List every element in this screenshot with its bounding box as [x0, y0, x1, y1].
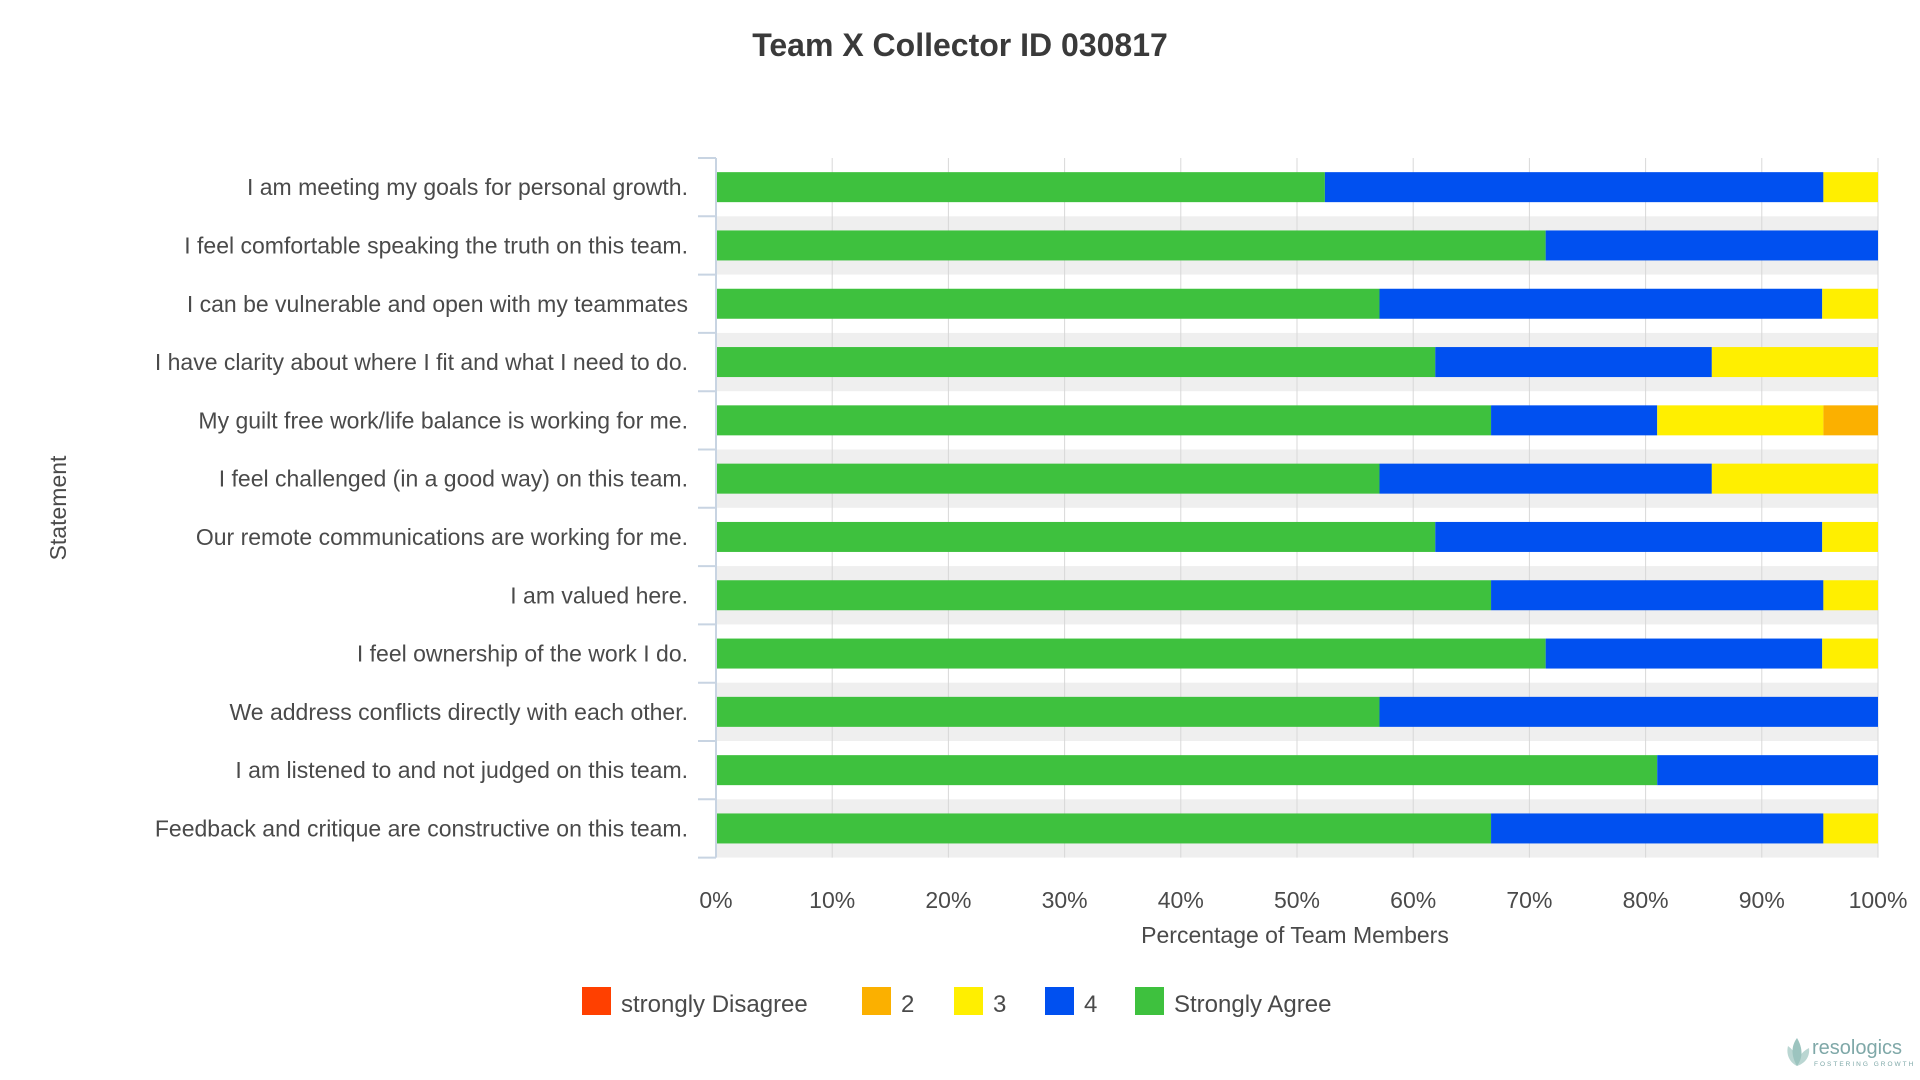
bar-segment-4	[1545, 230, 1878, 261]
bar-segment-strongly-agree	[716, 755, 1658, 786]
x-tick-label: 20%	[925, 887, 971, 913]
category-label: I can be vulnerable and open with my tea…	[187, 291, 688, 317]
category-label: Feedback and critique are constructive o…	[155, 815, 688, 841]
x-tick-label: 90%	[1739, 887, 1785, 913]
bar-segment-4	[1379, 463, 1712, 494]
bar-segment-2	[1823, 405, 1878, 436]
category-label: I am valued here.	[510, 582, 688, 608]
legend-label: 4	[1084, 991, 1097, 1018]
logo-tagline: FOSTERING GROWTH	[1814, 1061, 1915, 1068]
category-label: I am listened to and not judged on this …	[235, 757, 688, 783]
legend-swatch	[1045, 987, 1074, 1015]
x-axis-title: Percentage of Team Members	[1141, 922, 1449, 948]
bar-segment-4	[1324, 172, 1824, 203]
legend-label: strongly Disagree	[621, 991, 808, 1018]
bar-segment-strongly-agree	[716, 580, 1492, 611]
x-tick-label: 60%	[1390, 887, 1436, 913]
bar-segment-4	[1657, 755, 1878, 786]
category-label: I am meeting my goals for personal growt…	[247, 174, 688, 200]
legend-label: 2	[901, 991, 914, 1018]
y-axis	[698, 157, 717, 859]
category-label: We address conflicts directly with each …	[229, 699, 688, 725]
bar-segment-3	[1711, 347, 1878, 378]
x-tick-label: 80%	[1623, 887, 1669, 913]
bar-segment-3	[1823, 813, 1878, 844]
chart-title: Team X Collector ID 030817	[752, 27, 1168, 63]
bar-segment-3	[1711, 463, 1878, 494]
bar-segment-3	[1822, 638, 1878, 669]
x-tick-label: 70%	[1506, 887, 1552, 913]
bar-segment-4	[1491, 405, 1658, 436]
legend-swatch	[582, 987, 611, 1015]
category-label: I feel comfortable speaking the truth on…	[184, 232, 688, 258]
category-label: My guilt free work/life balance is worki…	[198, 407, 688, 433]
category-labels: I am meeting my goals for personal growt…	[155, 174, 688, 841]
legend-swatch	[862, 987, 891, 1015]
bar-segment-3	[1823, 172, 1878, 203]
bar-segment-4	[1491, 580, 1824, 611]
bar-segment-3	[1657, 405, 1824, 436]
leaf-icon	[1787, 1038, 1810, 1066]
legend-label: 3	[993, 991, 1006, 1018]
bar-segment-4	[1379, 696, 1878, 727]
bar-segment-strongly-agree	[716, 288, 1380, 319]
x-tick-label: 0%	[699, 887, 732, 913]
x-tick-label: 100%	[1849, 887, 1908, 913]
category-label: I feel ownership of the work I do.	[357, 641, 688, 667]
logo-name: resologics	[1812, 1037, 1902, 1059]
x-tick-label: 10%	[809, 887, 855, 913]
category-label: I have clarity about where I fit and wha…	[155, 349, 688, 375]
bar-segment-4	[1435, 347, 1712, 378]
bar-segment-strongly-agree	[716, 696, 1380, 727]
bar-segment-3	[1822, 288, 1878, 319]
bar-segment-4	[1545, 638, 1823, 669]
legend-swatch	[954, 987, 983, 1015]
bar-segment-strongly-agree	[716, 347, 1436, 378]
bar-segment-strongly-agree	[716, 521, 1436, 552]
x-tick-label: 30%	[1042, 887, 1088, 913]
bar-segment-strongly-agree	[716, 813, 1492, 844]
legend: strongly Disagree 2 3 4 Strongly Agree	[582, 987, 1331, 1018]
bar-segment-3	[1822, 521, 1878, 552]
bar-segment-3	[1823, 580, 1878, 611]
bar-segment-4	[1491, 813, 1824, 844]
y-axis-title: Statement	[45, 455, 71, 560]
bar-segment-strongly-agree	[716, 638, 1546, 669]
gridlines	[831, 158, 1879, 858]
bar-segment-strongly-agree	[716, 172, 1325, 203]
bar-segment-strongly-agree	[716, 230, 1546, 261]
x-tick-labels: 0% 10% 20% 30% 40% 50% 60% 70% 80% 90% 100%	[699, 887, 1907, 913]
legend-label: Strongly Agree	[1174, 991, 1331, 1018]
category-label: I feel challenged (in a good way) on thi…	[219, 466, 688, 492]
bars	[716, 172, 1878, 844]
resologics-logo: resologics FOSTERING GROWTH	[1787, 1037, 1915, 1068]
x-tick-label: 40%	[1158, 887, 1204, 913]
category-label: Our remote communications are working fo…	[196, 524, 688, 550]
bar-segment-strongly-agree	[716, 405, 1492, 436]
legend-swatch	[1135, 987, 1164, 1015]
bar-segment-strongly-agree	[716, 463, 1380, 494]
x-tick-label: 50%	[1274, 887, 1320, 913]
bar-segment-4	[1435, 521, 1823, 552]
bar-segment-4	[1379, 288, 1823, 319]
